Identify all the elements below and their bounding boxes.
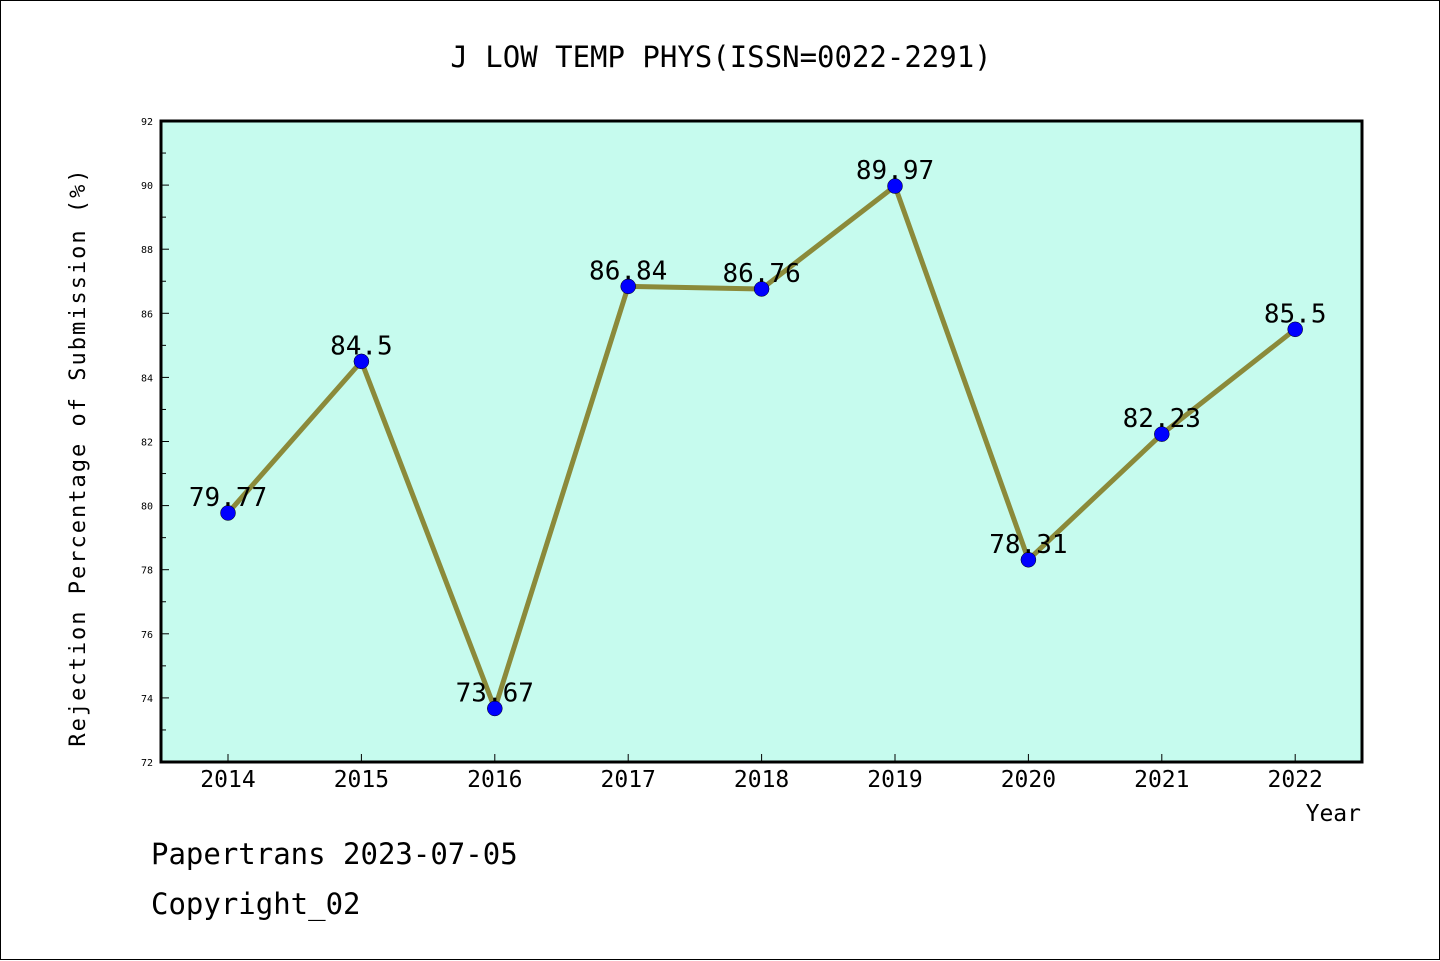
x-tick-label: 2022 bbox=[1268, 767, 1323, 793]
x-tick-label: 2016 bbox=[467, 767, 522, 793]
data-label: 78.31 bbox=[989, 530, 1067, 560]
y-axis: 72 74 76 78 80 82 84 86 88 90 92 bbox=[141, 117, 169, 769]
data-point bbox=[887, 178, 903, 194]
x-tick-label: 2019 bbox=[867, 767, 922, 793]
y-axis-label: Rejection Percentage of Submission (%) bbox=[66, 167, 91, 746]
data-point bbox=[220, 505, 236, 521]
x-tick-label: 2018 bbox=[734, 767, 789, 793]
data-point bbox=[1154, 426, 1170, 442]
x-tick-label: 2014 bbox=[200, 767, 255, 793]
x-tick-label: 2020 bbox=[1001, 767, 1056, 793]
data-label: 82.23 bbox=[1123, 404, 1201, 434]
data-label: 89.97 bbox=[856, 156, 934, 186]
y-tick-label: 86 bbox=[141, 309, 153, 320]
y-tick-label: 74 bbox=[141, 694, 153, 705]
footer-copyright: Copyright_02 bbox=[151, 887, 361, 921]
y-tick-label: 82 bbox=[141, 438, 153, 449]
data-label: 84.5 bbox=[330, 331, 393, 361]
data-label: 73.67 bbox=[456, 678, 534, 708]
data-label: 86.76 bbox=[722, 259, 800, 289]
x-tick-label: 2021 bbox=[1134, 767, 1189, 793]
x-tick-label: 2017 bbox=[601, 767, 656, 793]
y-tick-label: 72 bbox=[141, 758, 153, 769]
data-point bbox=[487, 700, 503, 717]
y-tick-label: 92 bbox=[141, 117, 153, 128]
chart-title: J LOW TEMP PHYS(ISSN=0022-2291) bbox=[450, 40, 991, 74]
y-tick-label: 84 bbox=[141, 373, 153, 384]
data-label: 86.84 bbox=[589, 256, 667, 286]
plot-area bbox=[161, 121, 1362, 762]
data-label-group: 79.77 84.5 73.67 86.84 86.76 89.97 78.31 82.23 8… bbox=[189, 156, 1327, 708]
footer-source: Papertrans 2023-07-05 bbox=[151, 837, 518, 871]
data-label: 79.77 bbox=[189, 483, 267, 513]
y-tick-label: 78 bbox=[141, 566, 153, 577]
x-tick-label: 2015 bbox=[334, 767, 389, 793]
x-axis-label: Year bbox=[1306, 801, 1361, 827]
y-tick-label: 80 bbox=[141, 502, 153, 513]
data-point bbox=[620, 278, 636, 295]
series-line-group bbox=[220, 178, 1303, 717]
data-point bbox=[1287, 321, 1303, 338]
data-point bbox=[753, 281, 770, 297]
x-axis: 2014 2015 2016 2017 2018 2019 2020 2021 2022 bbox=[200, 754, 1323, 793]
y-tick-label: 88 bbox=[141, 245, 153, 256]
plot-frame bbox=[159, 119, 1364, 764]
data-point bbox=[353, 353, 370, 370]
data-point bbox=[1020, 552, 1037, 568]
data-label: 85.5 bbox=[1264, 299, 1327, 329]
y-tick-label: 76 bbox=[141, 630, 153, 641]
y-tick-label: 90 bbox=[141, 181, 153, 192]
